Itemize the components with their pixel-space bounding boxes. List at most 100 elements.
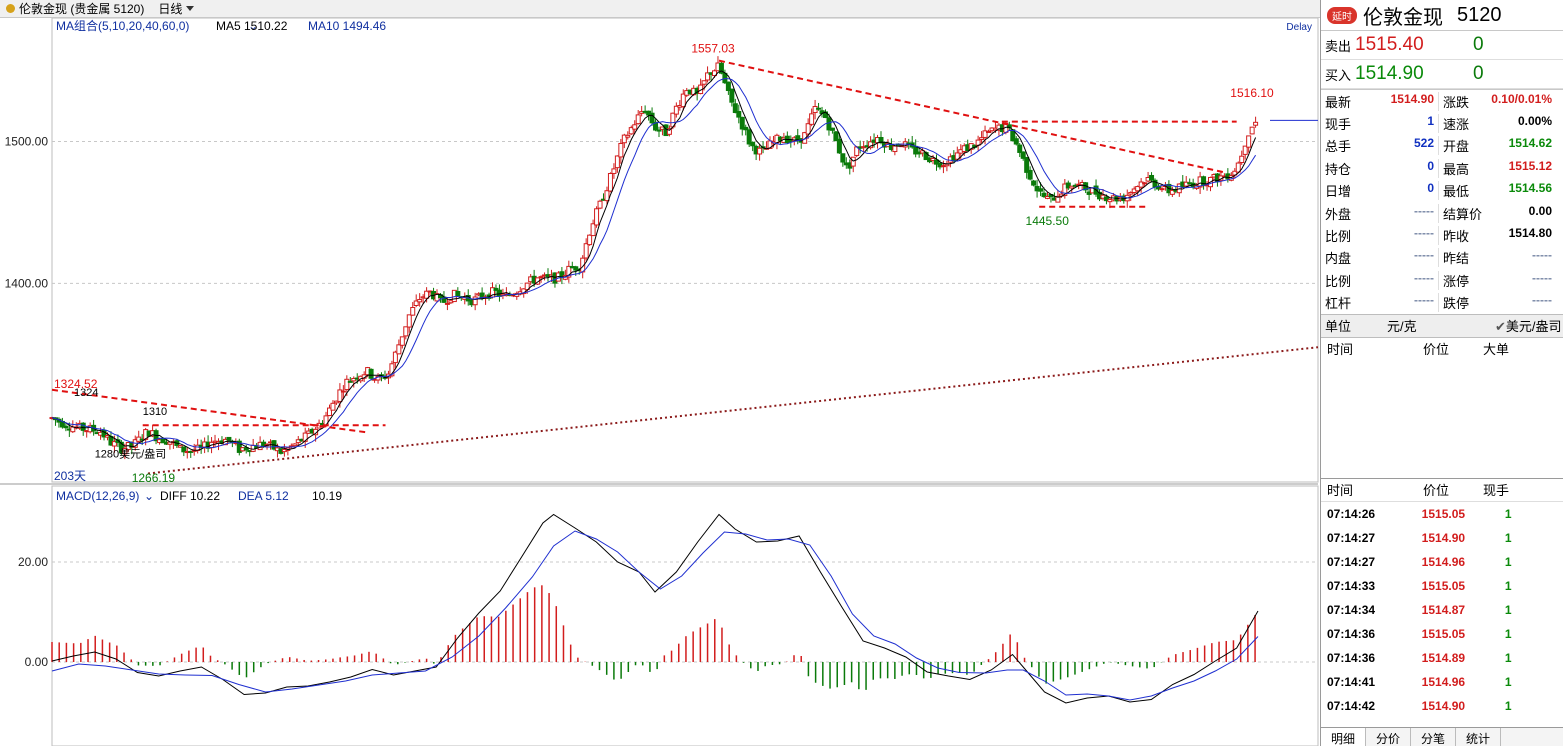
candle-body — [653, 121, 659, 131]
candle-body — [611, 168, 617, 174]
candle-body — [590, 223, 596, 237]
candle-body — [1069, 185, 1075, 189]
candle-body — [111, 441, 117, 447]
ma5-line — [51, 70, 1257, 451]
candle-body — [1169, 189, 1175, 195]
candle-body — [868, 141, 874, 149]
unit-alt-option[interactable]: ✔美元/盎司 — [1495, 316, 1562, 335]
low-left-label: 1266.19 — [132, 471, 176, 485]
candle-body — [649, 112, 655, 124]
sell-row: 卖出 1515.40 0 — [1321, 31, 1563, 60]
candle-body — [330, 402, 336, 411]
tick-price: 1514.89 — [1421, 650, 1466, 665]
downtrend-line-left — [51, 388, 367, 434]
stat-label: 比例 — [1325, 229, 1352, 245]
candle-body — [1246, 135, 1252, 148]
dea-line — [51, 530, 1259, 701]
price-pane-frame — [51, 18, 1319, 483]
candle-body — [1159, 188, 1165, 191]
unit-row: 单位 元/克 ✔美元/盎司 — [1321, 313, 1563, 338]
stat-value: ----- — [1414, 293, 1434, 308]
candle-body — [424, 290, 430, 299]
candle-body — [566, 265, 572, 278]
instrument-code: 5120 — [1457, 3, 1502, 26]
stat-value: ----- — [1532, 248, 1552, 263]
tick-row: 07:14:33 1515.05 1 — [1321, 574, 1563, 598]
unit-label: 单位 — [1325, 319, 1352, 335]
price-tick-label: 1500.00 — [5, 135, 49, 149]
candle-body — [597, 200, 603, 209]
tick-price: 1515.05 — [1421, 578, 1466, 593]
stat-label: 结算价 — [1443, 206, 1483, 222]
candle-body — [177, 445, 183, 448]
candle-body — [986, 131, 992, 134]
high-label: 1557.03 — [691, 42, 735, 56]
stats-row: 最新 1514.90 涨跌 0.10/0.01% — [1321, 90, 1563, 112]
symbol-selector[interactable]: 伦敦金现 (贵金属 5120) — [6, 0, 144, 17]
tick-price: 1515.05 — [1421, 506, 1466, 521]
tick-volume: 1 — [1504, 698, 1512, 713]
candle-body — [628, 127, 634, 135]
candle-body — [63, 425, 69, 429]
chart-title-bar: 伦敦金现 (贵金属 5120) 日线 — [0, 0, 1320, 18]
tick-volume: 1 — [1504, 506, 1512, 521]
candle-body — [326, 407, 332, 417]
candle-body — [729, 88, 735, 103]
stat-value: ----- — [1414, 270, 1434, 285]
candle-body — [403, 326, 409, 337]
candle-body — [389, 363, 395, 377]
level-1324-label: 1324 — [74, 387, 98, 399]
stat-value: 0 — [1427, 158, 1434, 173]
candle-body — [1249, 126, 1255, 135]
candle-body — [188, 450, 194, 453]
support-trendline — [147, 346, 1319, 475]
tab-0[interactable]: 明细 — [1321, 728, 1367, 746]
candle-body — [368, 368, 374, 379]
candle-body — [656, 129, 662, 132]
tab-3[interactable]: 统计 — [1456, 728, 1502, 746]
candle-body — [673, 105, 679, 115]
chart-area[interactable]: 1500.00 1400.00 20.00 0.00 1557.03 1445.50 151… — [0, 18, 1320, 746]
stats-row: 日增 0 最低 1514.56 — [1321, 180, 1563, 202]
chevron-down-icon: ⌄ — [248, 19, 258, 33]
tick-time: 07:14:34 — [1327, 602, 1376, 617]
candle-body — [982, 130, 988, 138]
candle-body — [493, 287, 499, 291]
candle-body — [743, 126, 749, 131]
tab-2[interactable]: 分笔 — [1411, 728, 1457, 746]
stat-label: 外盘 — [1325, 206, 1352, 222]
instrument-name: 伦敦金现 — [1363, 6, 1443, 29]
big-header-price: 价位 — [1423, 342, 1450, 358]
candle-body — [757, 147, 763, 155]
candle-body — [1065, 182, 1071, 189]
candle-body — [406, 314, 412, 328]
candle-body — [618, 142, 624, 158]
stat-value: ----- — [1414, 203, 1434, 218]
tick-row: 07:14:36 1514.89 1 — [1321, 646, 1563, 670]
candle-body — [850, 156, 856, 167]
candle-body — [892, 145, 898, 153]
period-selector[interactable]: 日线 — [158, 0, 195, 17]
candle-body — [933, 159, 939, 165]
candle-body — [594, 208, 600, 226]
period-label: 日线 — [158, 2, 183, 16]
candle-body — [1142, 182, 1148, 185]
stat-value: 0.00 — [1528, 203, 1552, 218]
tick-volume: 1 — [1504, 578, 1512, 593]
tab-1[interactable]: 分价 — [1366, 728, 1412, 746]
delay-badge: 延时 — [1327, 6, 1357, 24]
ma10-line — [51, 77, 1257, 449]
tick-row: 07:14:41 1514.96 1 — [1321, 670, 1563, 694]
low-mid-label: 1445.50 — [1026, 214, 1070, 228]
stat-label: 涨跌 — [1443, 94, 1470, 110]
stat-label: 跌停 — [1443, 296, 1470, 312]
candle-body — [243, 447, 249, 451]
candle-body — [122, 448, 128, 455]
tick-row: 07:14:27 1514.96 1 — [1321, 550, 1563, 574]
candle-body — [413, 300, 419, 307]
unit-value[interactable]: 元/克 — [1387, 319, 1417, 335]
big-header-big: 大单 — [1483, 342, 1510, 358]
sell-volume: 0 — [1473, 34, 1484, 55]
candle-body — [805, 123, 811, 135]
candle-body — [323, 415, 329, 427]
